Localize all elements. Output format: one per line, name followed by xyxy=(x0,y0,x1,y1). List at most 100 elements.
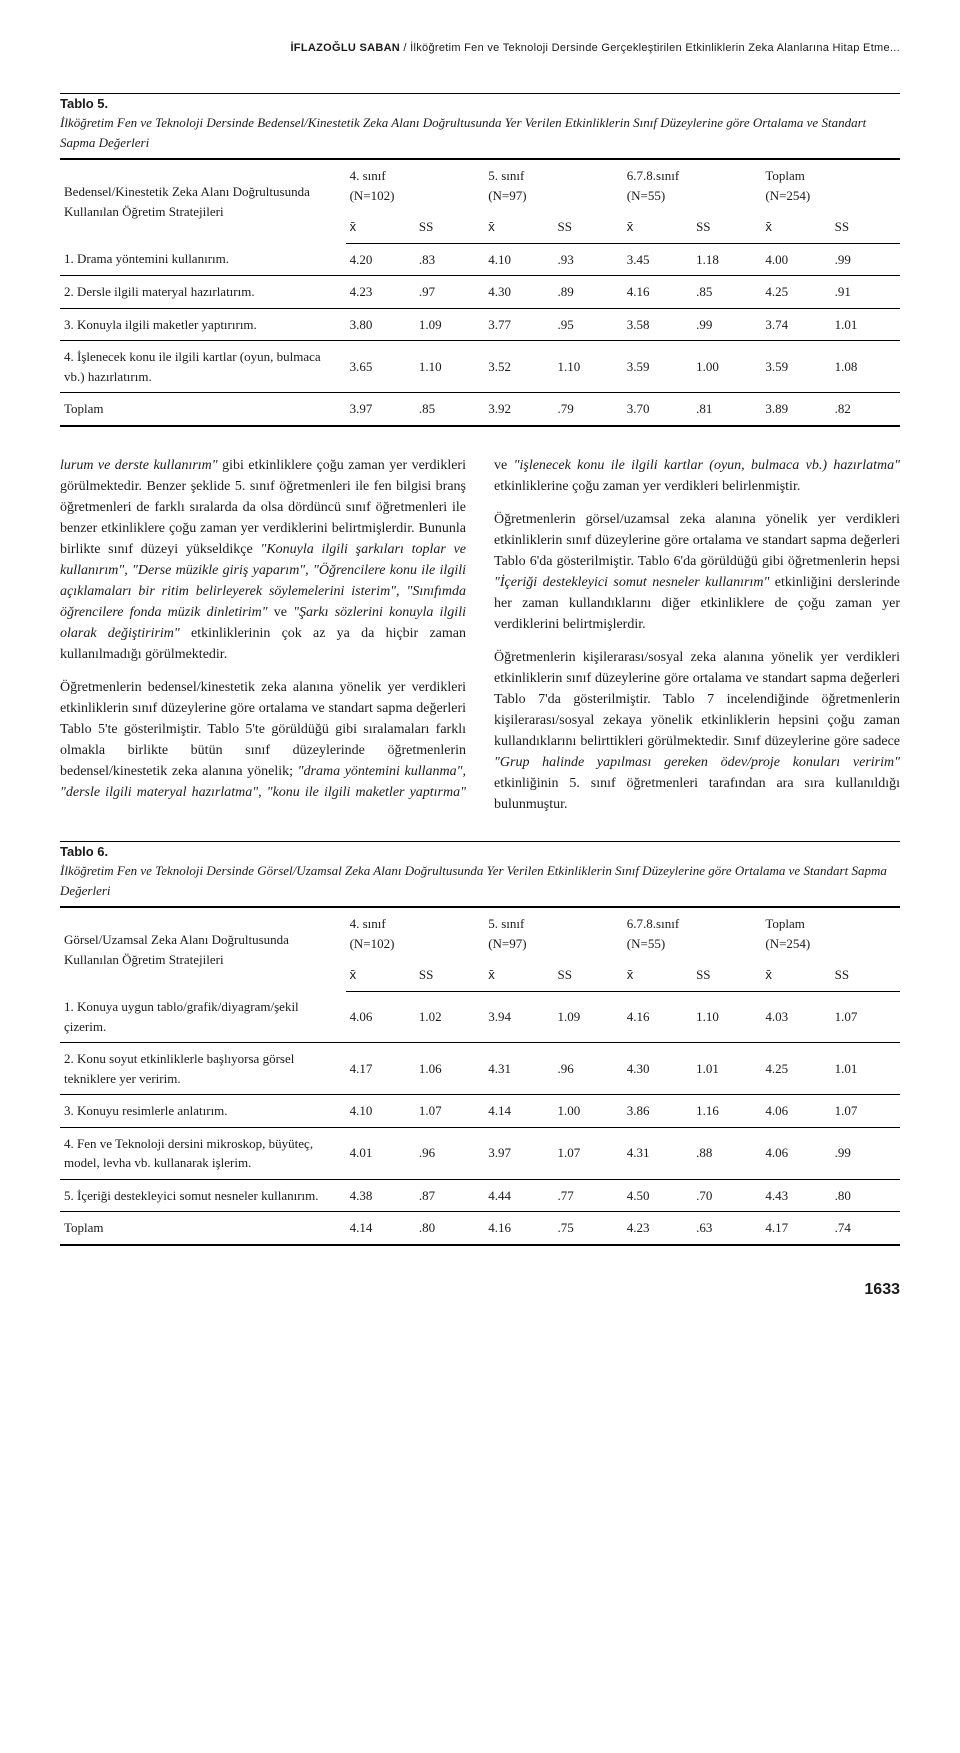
tablo5-rowhead: Bedensel/Kinestetik Zeka Alanı Doğrultus… xyxy=(60,160,346,243)
table-row: Toplam3.97.853.92.793.70.813.89.82 xyxy=(60,393,900,425)
body-p3: Öğretmenlerin görsel/uzamsal zeka alanın… xyxy=(494,509,900,635)
cell-value: 1.10 xyxy=(692,991,761,1043)
cell-value: 4.43 xyxy=(761,1179,830,1212)
cell-value: 1.10 xyxy=(415,341,484,393)
col-ss: SS xyxy=(553,959,622,991)
table-row: 2. Konu soyut etkinliklerle başlıyorsa g… xyxy=(60,1043,900,1095)
tablo5-body: 1. Drama yöntemini kullanırım.4.20.834.1… xyxy=(60,243,900,425)
cell-value: 1.09 xyxy=(415,308,484,341)
col-ss: SS xyxy=(415,959,484,991)
row-label: 4. İşlenecek konu ile ilgili kartlar (oy… xyxy=(60,341,346,393)
cell-value: 4.14 xyxy=(346,1212,415,1244)
cell-value: 3.92 xyxy=(484,393,553,425)
row-label: Toplam xyxy=(60,1212,346,1244)
body-text: lurum ve derste kullanırım" gibi etkinli… xyxy=(60,455,900,815)
tablo5-table: Bedensel/Kinestetik Zeka Alanı Doğrultus… xyxy=(60,160,900,425)
row-label: 5. İçeriği destekleyici somut nesneler k… xyxy=(60,1179,346,1212)
cell-value: .85 xyxy=(415,393,484,425)
cell-value: .99 xyxy=(831,243,900,276)
cell-value: 1.09 xyxy=(553,991,622,1043)
cell-value: 4.38 xyxy=(346,1179,415,1212)
cell-value: .88 xyxy=(692,1127,761,1179)
col-xbar: x̄ xyxy=(484,211,553,243)
col-xbar: x̄ xyxy=(623,211,692,243)
cell-value: .83 xyxy=(415,243,484,276)
cell-value: 4.50 xyxy=(623,1179,692,1212)
cell-value: 3.59 xyxy=(761,341,830,393)
col-ss: SS xyxy=(553,211,622,243)
cell-value: 4.23 xyxy=(346,276,415,309)
running-head-author: İFLAZOĞLU SABAN xyxy=(290,42,400,54)
row-label: 1. Drama yöntemini kullanırım. xyxy=(60,243,346,276)
cell-value: 3.80 xyxy=(346,308,415,341)
cell-value: 3.86 xyxy=(623,1095,692,1128)
cell-value: 4.06 xyxy=(346,991,415,1043)
cell-value: 4.25 xyxy=(761,276,830,309)
cell-value: 4.03 xyxy=(761,991,830,1043)
cell-value: 1.01 xyxy=(831,1043,900,1095)
table-row: 3. Konuyla ilgili maketler yaptırırım.3.… xyxy=(60,308,900,341)
cell-value: .81 xyxy=(692,393,761,425)
cell-value: 4.00 xyxy=(761,243,830,276)
cell-value: .99 xyxy=(831,1127,900,1179)
page-number: 1633 xyxy=(60,1278,900,1302)
cell-value: 4.01 xyxy=(346,1127,415,1179)
table-row: 1. Drama yöntemini kullanırım.4.20.834.1… xyxy=(60,243,900,276)
cell-value: 1.16 xyxy=(692,1095,761,1128)
tablo5-group-0: 4. sınıf(N=102) xyxy=(346,160,485,211)
col-xbar: x̄ xyxy=(346,211,415,243)
cell-value: 3.45 xyxy=(623,243,692,276)
cell-value: 3.58 xyxy=(623,308,692,341)
tablo6-group-2: 6.7.8.sınıf(N=55) xyxy=(623,908,762,959)
tablo6-group-3: Toplam(N=254) xyxy=(761,908,900,959)
cell-value: 3.89 xyxy=(761,393,830,425)
cell-value: .79 xyxy=(553,393,622,425)
cell-value: 4.31 xyxy=(623,1127,692,1179)
cell-value: .75 xyxy=(553,1212,622,1244)
tablo6-rowhead: Görsel/Uzamsal Zeka Alanı Doğrultusunda … xyxy=(60,908,346,991)
tablo5-group-3: Toplam(N=254) xyxy=(761,160,900,211)
col-xbar: x̄ xyxy=(761,211,830,243)
cell-value: 3.70 xyxy=(623,393,692,425)
cell-value: .82 xyxy=(831,393,900,425)
col-ss: SS xyxy=(692,959,761,991)
cell-value: 4.30 xyxy=(623,1043,692,1095)
col-ss: SS xyxy=(415,211,484,243)
cell-value: .63 xyxy=(692,1212,761,1244)
cell-value: 4.06 xyxy=(761,1095,830,1128)
row-label: Toplam xyxy=(60,393,346,425)
col-xbar: x̄ xyxy=(346,959,415,991)
cell-value: .74 xyxy=(831,1212,900,1244)
cell-value: 1.00 xyxy=(692,341,761,393)
cell-value: 1.06 xyxy=(415,1043,484,1095)
tablo5-group-2: 6.7.8.sınıf(N=55) xyxy=(623,160,762,211)
table-row: 2. Dersle ilgili materyal hazırlatırım.4… xyxy=(60,276,900,309)
cell-value: 3.94 xyxy=(484,991,553,1043)
tablo6-group-0: 4. sınıf(N=102) xyxy=(346,908,485,959)
cell-value: 3.65 xyxy=(346,341,415,393)
table-row: 4. İşlenecek konu ile ilgili kartlar (oy… xyxy=(60,341,900,393)
tablo6-label: Tablo 6. xyxy=(60,842,900,862)
cell-value: .85 xyxy=(692,276,761,309)
tablo6-table: Görsel/Uzamsal Zeka Alanı Doğrultusunda … xyxy=(60,908,900,1244)
cell-value: 1.07 xyxy=(831,1095,900,1128)
cell-value: 4.10 xyxy=(346,1095,415,1128)
cell-value: 4.17 xyxy=(346,1043,415,1095)
cell-value: 4.30 xyxy=(484,276,553,309)
running-head: İFLAZOĞLU SABAN / İlköğretim Fen ve Tekn… xyxy=(60,40,900,57)
table-row: 4. Fen ve Teknoloji dersini mikroskop, b… xyxy=(60,1127,900,1179)
cell-value: .91 xyxy=(831,276,900,309)
row-label: 1. Konuya uygun tablo/grafik/diyagram/şe… xyxy=(60,991,346,1043)
running-head-rest: / İlköğretim Fen ve Teknoloji Dersinde G… xyxy=(400,42,900,54)
table-row: 1. Konuya uygun tablo/grafik/diyagram/şe… xyxy=(60,991,900,1043)
cell-value: .80 xyxy=(415,1212,484,1244)
cell-value: 4.14 xyxy=(484,1095,553,1128)
cell-value: 4.16 xyxy=(484,1212,553,1244)
cell-value: .87 xyxy=(415,1179,484,1212)
tablo6-body: 1. Konuya uygun tablo/grafik/diyagram/şe… xyxy=(60,991,900,1244)
cell-value: .89 xyxy=(553,276,622,309)
cell-value: 1.18 xyxy=(692,243,761,276)
cell-value: 1.07 xyxy=(553,1127,622,1179)
tablo5-label: Tablo 5. xyxy=(60,94,900,114)
cell-value: 1.01 xyxy=(692,1043,761,1095)
